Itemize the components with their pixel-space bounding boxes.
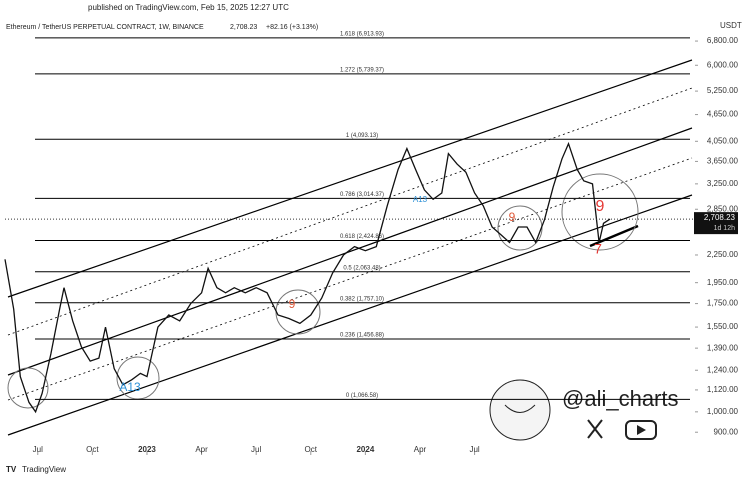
- youtube-icon: [625, 420, 657, 440]
- x-tick-label: Apr: [414, 445, 427, 454]
- y-tick-label: 3,650.00: [707, 157, 739, 166]
- x-tick-label: 2024: [356, 445, 374, 454]
- fib-label: 0.618 (2,424.86): [340, 234, 384, 240]
- change: +82.16 (+3.13%): [266, 24, 318, 31]
- td-label: A13: [119, 380, 141, 394]
- y-tick-label: 1,000.00: [707, 407, 739, 416]
- y-tick-label: 4,050.00: [707, 136, 739, 145]
- youtube-play: [637, 425, 646, 435]
- watermark: @ali_charts TradingView TV: [6, 379, 679, 474]
- countdown: 1d 12h: [714, 225, 736, 232]
- published-note: published on TradingView.com, Feb 15, 20…: [88, 3, 289, 12]
- fib-label: 0 (1,066.58): [346, 393, 378, 399]
- y-tick-label: 1,550.00: [707, 322, 739, 331]
- x-icon: [587, 419, 603, 439]
- highlight-circle: [561, 173, 639, 251]
- fib-label: 1 (4,093.13): [346, 133, 378, 139]
- chart-title: Ethereum / TetherUS PERPETUAL CONTRACT, …: [6, 24, 204, 31]
- highlight-circle: [7, 367, 49, 409]
- y-tick-label: 2,850.00: [707, 204, 739, 213]
- channel: [7, 59, 693, 436]
- y-tick-label: 5,250.00: [707, 86, 739, 95]
- x-tick-label: 2023: [138, 445, 156, 454]
- x-tick-label: Jul: [251, 445, 261, 454]
- channel-line: [7, 59, 693, 298]
- avatar-mouth: [504, 404, 536, 413]
- last-price: 2,708.23: [230, 24, 257, 31]
- fib-label: 1.272 (5,739.37): [340, 67, 384, 73]
- x-tick-label: Oct: [86, 445, 99, 454]
- channel-line: [7, 157, 693, 401]
- x-tick-label: Jul: [33, 445, 43, 454]
- fib-label: 0.5 (2,063.48): [343, 265, 380, 271]
- avatar: [489, 379, 551, 441]
- y-tick-label: 1,120.00: [707, 385, 739, 394]
- channel-line: [7, 127, 693, 376]
- brand-logo: TV: [6, 465, 17, 474]
- price-label: 2,708.23: [704, 213, 736, 222]
- y-tick-label: 1,750.00: [707, 299, 739, 308]
- y-tick-label: 900.00: [714, 427, 739, 436]
- td-label: 9: [596, 198, 605, 215]
- y-tick-label: 4,650.00: [707, 110, 739, 119]
- support-line: [589, 224, 639, 248]
- y-tick-label: 1,390.00: [707, 343, 739, 352]
- fib-label: 0.382 (1,757.10): [340, 296, 384, 302]
- y-tick-label: 1,950.00: [707, 278, 739, 287]
- highlight-circle: [497, 205, 543, 251]
- fib-label: 1.618 (6,913.93): [340, 31, 384, 37]
- x-tick-label: Oct: [305, 445, 318, 454]
- x-tick-label: Jul: [469, 445, 479, 454]
- y-tick-label: 2,250.00: [707, 250, 739, 259]
- y-tick-label: 6,000.00: [707, 60, 739, 69]
- fib-label: 0.236 (1,456.88): [340, 333, 384, 339]
- y-tick-label: 6,800.00: [707, 36, 739, 45]
- y-tick-label: 3,250.00: [707, 179, 739, 188]
- td-label: 9: [509, 210, 516, 224]
- x-tick-label: Apr: [195, 445, 208, 454]
- price-line: [4, 141, 611, 414]
- handle: @ali_charts: [562, 386, 679, 411]
- td-label: 7: [594, 241, 602, 257]
- y-tick-label: 1,240.00: [707, 365, 739, 374]
- td-label: A13: [413, 195, 428, 204]
- td-label: 9: [289, 297, 296, 311]
- currency: USDT: [720, 21, 742, 30]
- price-box: [694, 212, 738, 235]
- fib-label: 0.786 (3,014.37): [340, 192, 384, 198]
- channel-line: [7, 87, 693, 336]
- channel-line: [7, 194, 693, 436]
- brand: TradingView: [22, 465, 66, 474]
